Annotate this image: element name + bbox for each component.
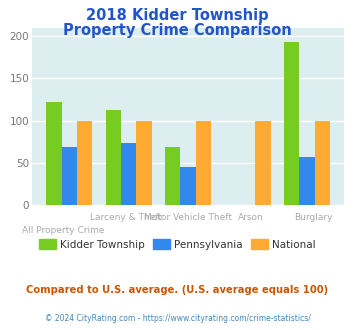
- Bar: [136, 120, 152, 205]
- Text: © 2024 CityRating.com - https://www.cityrating.com/crime-statistics/: © 2024 CityRating.com - https://www.city…: [45, 314, 310, 323]
- Text: Larceny & Theft: Larceny & Theft: [89, 213, 162, 222]
- Bar: [299, 157, 315, 205]
- Text: Property Crime Comparison: Property Crime Comparison: [63, 23, 292, 38]
- Legend: Kidder Township, Pennsylvania, National: Kidder Township, Pennsylvania, National: [35, 235, 320, 254]
- Bar: [196, 120, 211, 205]
- Bar: [255, 120, 271, 205]
- Text: Motor Vehicle Theft: Motor Vehicle Theft: [144, 213, 232, 222]
- Bar: [77, 120, 93, 205]
- Bar: [165, 148, 180, 205]
- Bar: [315, 120, 330, 205]
- Text: Burglary: Burglary: [294, 213, 332, 222]
- Bar: [121, 143, 136, 205]
- Bar: [284, 42, 299, 205]
- Bar: [46, 102, 62, 205]
- Text: Arson: Arson: [238, 213, 263, 222]
- Bar: [62, 148, 77, 205]
- Text: Compared to U.S. average. (U.S. average equals 100): Compared to U.S. average. (U.S. average …: [26, 285, 329, 295]
- Bar: [180, 167, 196, 205]
- Text: 2018 Kidder Township: 2018 Kidder Township: [86, 8, 269, 23]
- Text: All Property Crime: All Property Crime: [22, 226, 104, 235]
- Bar: [105, 111, 121, 205]
